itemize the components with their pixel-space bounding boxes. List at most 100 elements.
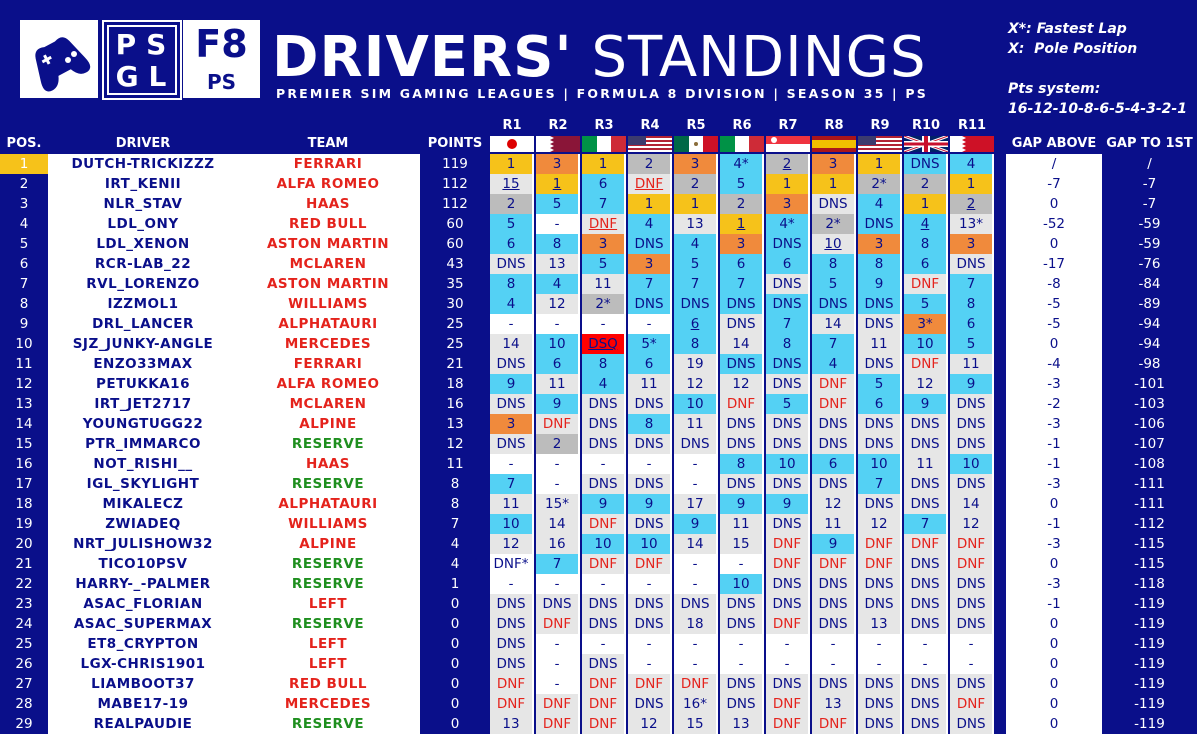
position-cell: 26 <box>15 656 33 672</box>
driver-name: DRL_LANCER <box>92 316 194 332</box>
race-result-r5: 7 <box>674 274 718 294</box>
race-result-r1: DNF <box>490 674 534 694</box>
race-result-r3: DNF <box>582 514 626 534</box>
race-result-r2: 5 <box>536 194 580 214</box>
gap-first-cell: -119 <box>1134 716 1165 732</box>
race-result-r4: DNS <box>628 694 672 714</box>
page-title-bold: DRIVERS' <box>272 25 573 90</box>
gap-above-cell: 0 <box>1006 634 1102 654</box>
race-result-r10: DNS <box>904 474 948 494</box>
col-race-1: R1 <box>502 118 522 133</box>
race-result-r5: 16* <box>674 694 718 714</box>
race-result-r8: 11 <box>812 514 856 534</box>
position-cell: 23 <box>15 596 33 612</box>
race-result-r1: - <box>490 314 534 334</box>
points-cell: 0 <box>450 636 460 652</box>
race-result-r4: - <box>628 314 672 334</box>
team-name: MERCEDES <box>284 336 372 352</box>
race-result-r4: 5* <box>628 334 672 354</box>
race-result-r4: 9 <box>628 494 672 514</box>
driver-name: LDL_ONY <box>107 216 179 232</box>
race-result-r11: DNS <box>950 414 994 434</box>
race-result-r9: - <box>858 634 902 654</box>
race-result-r10: 6 <box>904 254 948 274</box>
race-result-r1: DNF* <box>490 554 534 574</box>
points-cell: 13 <box>446 416 464 432</box>
race-result-r2: DNF <box>536 714 580 734</box>
race-result-r10: 7 <box>904 514 948 534</box>
race-result-r9: DNS <box>858 414 902 434</box>
team-name: MCLAREN <box>289 396 367 412</box>
position-cell: 29 <box>15 716 33 732</box>
race-result-r11: DNS <box>950 674 994 694</box>
table-row: 12 PETUKKA16 ALFA ROMEO 18 9 11 4 11 12 12 DNS DNF 5… <box>0 374 1197 394</box>
points-cell: 16 <box>446 396 464 412</box>
row-band <box>48 594 420 614</box>
col-race-3: R3 <box>594 118 614 133</box>
race-result-r9: DNS <box>858 574 902 594</box>
points-cell: 4 <box>450 536 460 552</box>
race-result-r11: 2 <box>950 194 994 214</box>
team-name: ALPHATAURI <box>278 496 378 512</box>
driver-name: MIKALECZ <box>102 496 184 512</box>
team-name: ASTON MARTIN <box>266 236 390 252</box>
gap-first-cell: -115 <box>1134 556 1165 572</box>
race-result-r7: DNS <box>766 434 810 454</box>
race-result-r8: - <box>812 654 856 674</box>
race-result-r10: 5 <box>904 294 948 314</box>
flag-qatar-icon <box>536 136 580 152</box>
points-cell: 0 <box>450 616 460 632</box>
race-result-r3: 6 <box>582 174 626 194</box>
driver-name: LGX-CHRIS1901 <box>80 656 206 672</box>
race-result-r3: 3 <box>582 234 626 254</box>
race-result-r11: 13* <box>950 214 994 234</box>
gap-above-cell: 0 <box>1006 654 1102 674</box>
row-band <box>48 634 420 654</box>
race-result-r1: DNF <box>490 694 534 714</box>
gap-above-cell: -1 <box>1006 454 1102 474</box>
gap-above-cell: 0 <box>1006 334 1102 354</box>
race-result-r5: - <box>674 454 718 474</box>
race-result-r7: DNS <box>766 514 810 534</box>
team-name: RESERVE <box>291 616 365 632</box>
race-result-r6: 9 <box>720 494 764 514</box>
race-result-r1: 2 <box>490 194 534 214</box>
row-band <box>48 514 420 534</box>
row-band <box>48 674 420 694</box>
position-cell: 4 <box>19 216 29 232</box>
gap-above-cell: 0 <box>1006 194 1102 214</box>
race-result-r1: 14 <box>490 334 534 354</box>
race-result-r2: - <box>536 634 580 654</box>
race-result-r9: DNS <box>858 694 902 714</box>
race-result-r4: DNS <box>628 394 672 414</box>
table-row: 16 NOT_RISHI__ HAAS 11- - - - -8 10 6 10 11 10 -1 -108 <box>0 454 1197 474</box>
race-result-r11: DNS <box>950 254 994 274</box>
flag-italy-icon <box>720 136 764 152</box>
gap-first-cell: -94 <box>1138 316 1161 332</box>
psgl-logo-line1: PS <box>115 28 177 61</box>
race-result-r8: 13 <box>812 694 856 714</box>
race-result-r2: DNF <box>536 694 580 714</box>
gap-above-cell: -5 <box>1006 294 1102 314</box>
team-name: ASTON MARTIN <box>266 276 390 292</box>
col-gap-first: GAP TO 1ST <box>1106 136 1193 151</box>
table-row: 4 LDL_ONY RED BULL 60 5- DNF 4 13 1 4* 2* DNS 4 13* -5… <box>0 214 1197 234</box>
points-cell: 112 <box>442 176 468 192</box>
race-result-r3: 9 <box>582 494 626 514</box>
position-cell: 2 <box>19 176 29 192</box>
gap-first-cell: -119 <box>1134 656 1165 672</box>
race-result-r11: 11 <box>950 354 994 374</box>
race-result-r8: DNF <box>812 374 856 394</box>
team-name: ALPHATAURI <box>278 316 378 332</box>
race-result-r5: DNF <box>674 674 718 694</box>
race-result-r10: 4 <box>904 214 948 234</box>
gap-first-cell: -119 <box>1134 636 1165 652</box>
race-result-r2: 1 <box>536 174 580 194</box>
race-result-r7: - <box>766 634 810 654</box>
points-cell: 4 <box>450 556 460 572</box>
race-result-r9: DNS <box>858 714 902 734</box>
race-result-r2: 14 <box>536 514 580 534</box>
race-result-r4: DNS <box>628 514 672 534</box>
race-result-r11: 6 <box>950 314 994 334</box>
gap-above-cell: -1 <box>1006 434 1102 454</box>
